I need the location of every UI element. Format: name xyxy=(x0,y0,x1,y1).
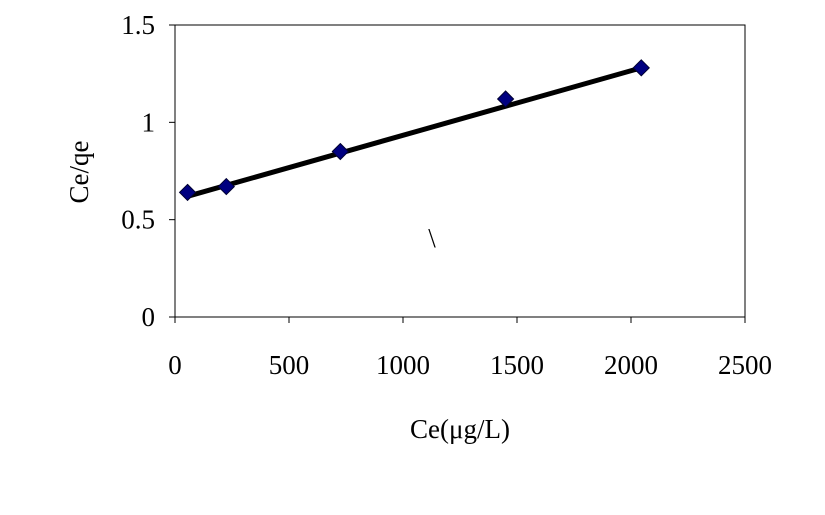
y-tick-label: 0.5 xyxy=(121,205,155,235)
trendline xyxy=(186,65,642,199)
x-tick-label: 0 xyxy=(168,350,182,380)
y-axis-title: Ce/qe xyxy=(64,140,94,203)
y-tick-label: 1 xyxy=(142,107,156,137)
plot-area xyxy=(174,24,746,318)
x-axis-title: Ce(μg/L) xyxy=(410,414,510,444)
data-point xyxy=(178,183,197,202)
x-tick-label: 500 xyxy=(269,350,310,380)
x-tick-label: 1500 xyxy=(490,350,544,380)
y-tick-label: 1.5 xyxy=(121,10,155,40)
data-point xyxy=(496,90,515,108)
x-axis-ticks: 0 500 1000 1500 2000 2500 xyxy=(168,317,772,380)
data-point xyxy=(217,177,236,196)
x-tick-label: 2000 xyxy=(604,350,658,380)
trendline-group xyxy=(186,65,642,199)
x-tick-label: 1000 xyxy=(376,350,430,380)
data-point xyxy=(331,142,350,161)
data-point xyxy=(632,59,650,77)
data-points xyxy=(178,59,650,202)
annotation-mark: \ xyxy=(428,223,436,253)
y-axis-ticks: 0 0.5 1 1.5 xyxy=(121,10,175,332)
x-tick-label: 2500 xyxy=(718,350,772,380)
y-tick-label: 0 xyxy=(142,302,156,332)
